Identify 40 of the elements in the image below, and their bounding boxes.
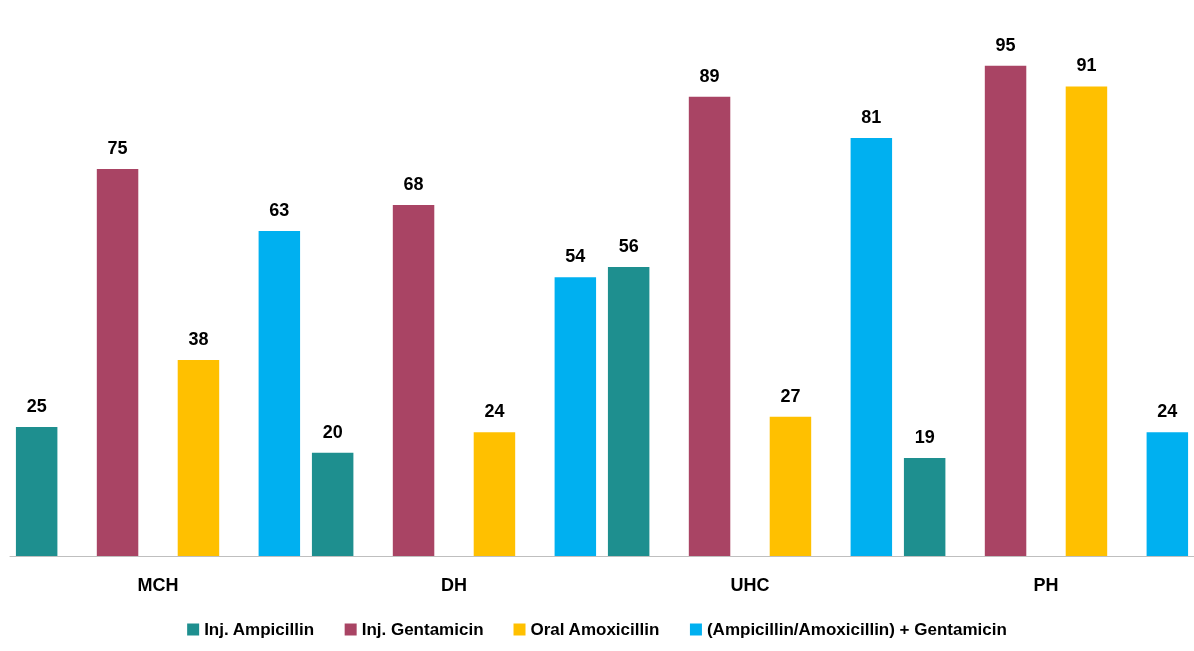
data-label: 81: [861, 107, 882, 128]
data-label: 27: [780, 385, 801, 406]
x-tick-label: UHC: [730, 575, 770, 595]
bar: [769, 416, 812, 556]
data-label: 25: [26, 396, 47, 416]
bar: [177, 359, 220, 556]
data-label: 68: [403, 174, 424, 195]
x-tick-label: DH: [441, 575, 467, 595]
bar: [1146, 432, 1189, 556]
bar: [473, 432, 516, 556]
data-label: 91: [1076, 55, 1097, 76]
data-label: 89: [699, 65, 720, 86]
x-tick-label: MCH: [137, 575, 179, 595]
data-label: 95: [995, 34, 1016, 55]
legend-label: (Ampicillin/Amoxicillin) + Gentamicin: [706, 620, 1007, 639]
legend-label: Inj. Gentamicin: [361, 620, 484, 639]
bar: [392, 205, 435, 556]
data-label: 63: [269, 199, 290, 220]
data-label: 75: [107, 138, 128, 158]
data-label: 38: [188, 328, 209, 349]
data-label: 56: [618, 236, 639, 257]
data-label: 19: [914, 426, 935, 447]
data-label: 20: [322, 421, 343, 442]
bar: [96, 169, 139, 556]
bar: [15, 427, 58, 556]
legend-label: Inj. Ampicillin: [204, 620, 315, 639]
bar: [311, 452, 354, 556]
data-label: 24: [1157, 401, 1178, 422]
bar: [688, 96, 731, 556]
x-tick-label: PH: [1033, 575, 1059, 595]
bar: [984, 65, 1027, 556]
data-label: 24: [484, 401, 505, 422]
bar: [903, 457, 946, 556]
legend-label: Oral Amoxicillin: [530, 620, 660, 639]
bar: [850, 138, 893, 556]
data-label: 54: [565, 246, 586, 267]
bar: [258, 230, 301, 556]
bar: [1065, 86, 1108, 556]
bar: [554, 277, 597, 556]
bar: [607, 267, 650, 556]
